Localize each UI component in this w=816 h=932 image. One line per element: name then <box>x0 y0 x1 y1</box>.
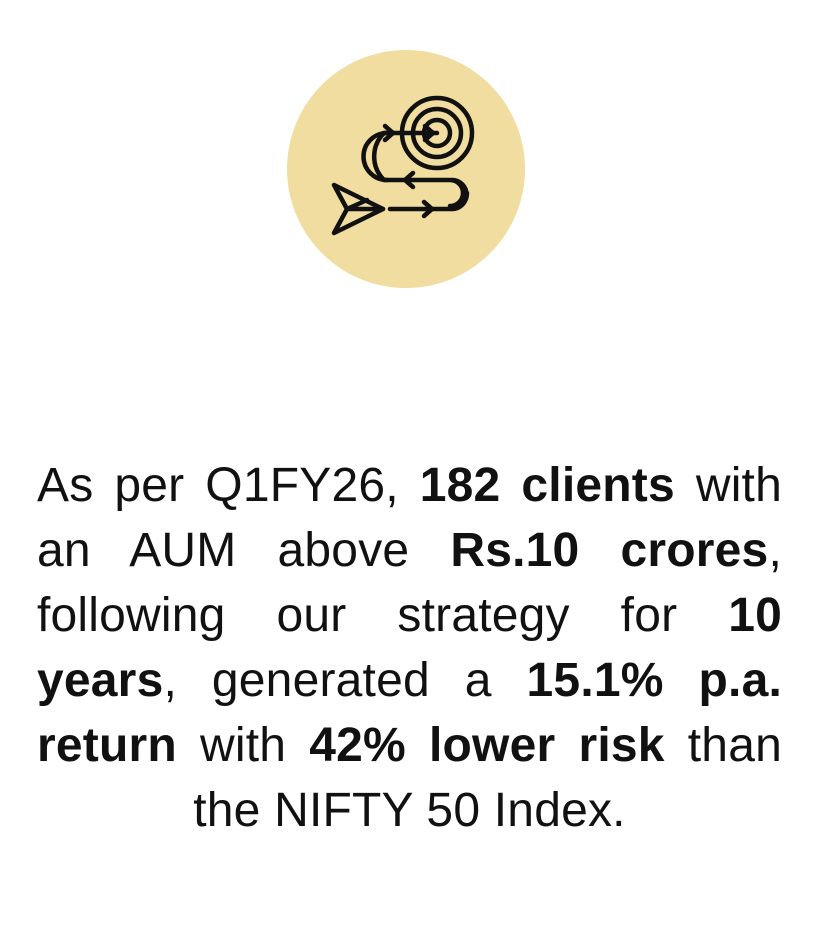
clients-count: 182 clients <box>419 459 675 512</box>
arrow-head-top <box>382 123 396 143</box>
paper-plane-fold <box>344 197 386 212</box>
path-right-arc <box>449 177 469 212</box>
aum-threshold: Rs.10 crores <box>450 524 769 577</box>
strategy-duration: 10 years <box>37 589 782 707</box>
risk-reduction: 42% lower risk <box>309 719 665 772</box>
target-strategy-icon <box>331 95 475 236</box>
path-top-arc <box>361 130 390 183</box>
statement-text-6: than the NIFTY 50 Index. <box>193 719 782 837</box>
statement-text-5: with <box>176 719 310 772</box>
statement-text-4: , generated a <box>163 654 527 707</box>
aum-statement: As per Q1FY26, 182 clients with an AUM a… <box>37 453 782 843</box>
annual-return: 15.1% p.a. return <box>37 654 782 772</box>
statement-text-1: As per Q1FY26, <box>37 459 420 512</box>
statement-text-3: , following our strategy for <box>37 524 782 642</box>
arrow-head-middle <box>402 170 416 190</box>
icon-badge <box>287 50 525 288</box>
arrow-head-target <box>422 123 436 143</box>
winding-path <box>372 130 470 212</box>
arrow-head-bottom <box>421 199 435 219</box>
statement-text-2: with an AUM above <box>37 459 782 577</box>
